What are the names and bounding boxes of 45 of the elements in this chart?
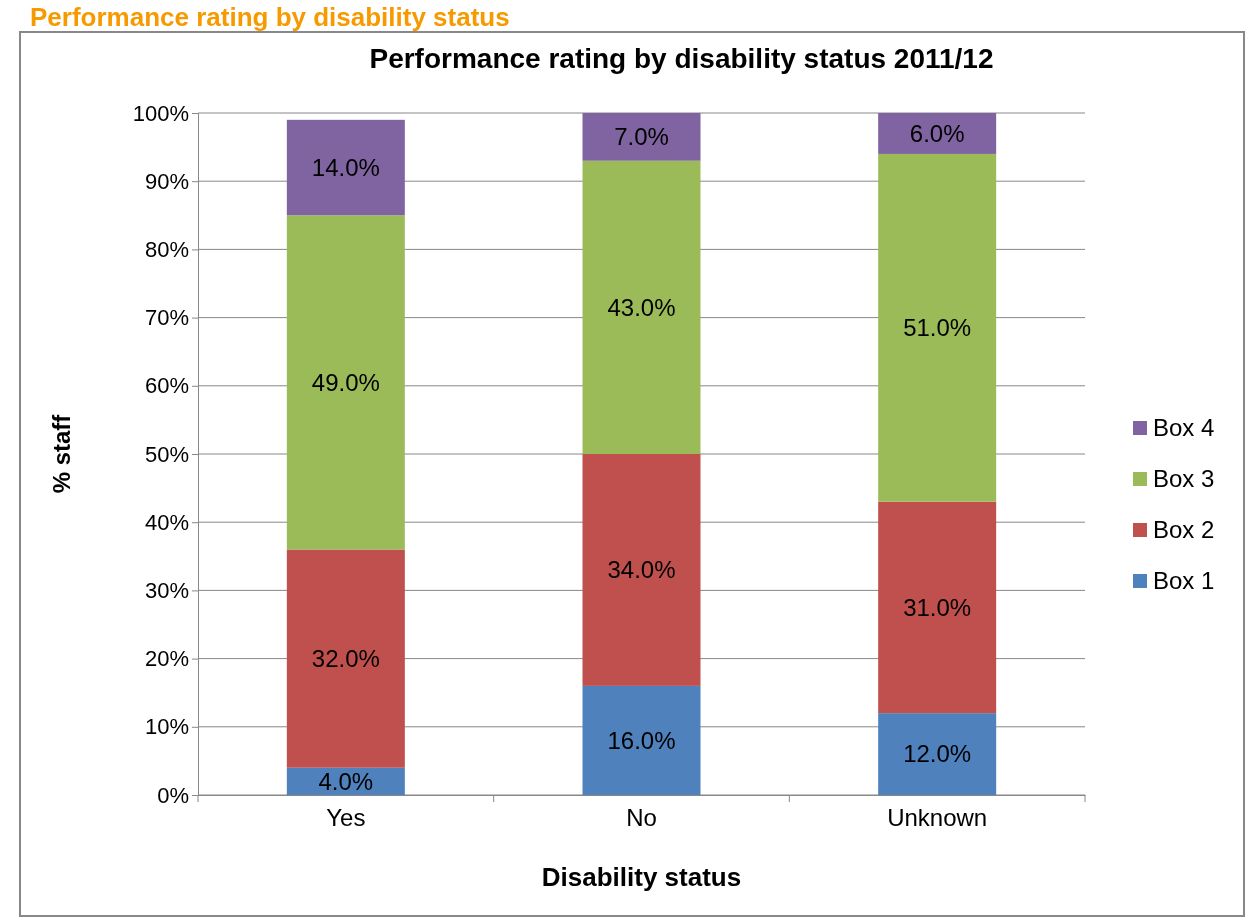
bar: [582, 160, 701, 454]
bar: [582, 454, 701, 686]
data-label: 32.0%: [311, 645, 380, 672]
legend-label: Box 4: [1153, 414, 1215, 442]
chart-title: Performance rating by disability status 2011/12: [369, 43, 994, 74]
y-tick-label: 100%: [132, 100, 189, 126]
bar: [582, 113, 701, 161]
y-tick-label: 60%: [144, 373, 189, 399]
y-tick-label: 50%: [144, 441, 189, 467]
data-label: 7.0%: [614, 123, 669, 151]
data-label: 14.0%: [311, 153, 380, 181]
y-axis-title: % staff: [48, 413, 75, 494]
y-tick-label: 10%: [144, 714, 189, 740]
legend-label: Box 1: [1153, 567, 1215, 595]
data-label: 34.0%: [607, 556, 676, 584]
y-tick-label: 90%: [144, 168, 189, 194]
x-tick-label: Yes: [326, 804, 366, 832]
bar: [878, 501, 997, 714]
bar: [286, 215, 405, 550]
data-label: 12.0%: [903, 740, 972, 768]
x-tick-label: Unknown: [887, 804, 988, 832]
y-tick-label: 30%: [144, 577, 189, 603]
legend-label: Box 2: [1153, 516, 1215, 544]
x-tick-label: No: [626, 804, 657, 832]
data-label: 43.0%: [607, 293, 676, 321]
data-label: 31.0%: [903, 593, 972, 621]
bar: [286, 549, 405, 768]
data-label: 4.0%: [318, 767, 374, 795]
bar: [582, 685, 701, 795]
bar: [286, 119, 405, 216]
data-label: 16.0%: [607, 726, 676, 754]
data-label: 49.0%: [311, 368, 380, 396]
y-tick-label: 20%: [144, 646, 189, 672]
y-tick-label: 70%: [144, 305, 189, 331]
y-tick-label: 80%: [144, 236, 189, 262]
legend-label: Box 3: [1153, 465, 1215, 493]
data-label: 6.0%: [909, 119, 965, 147]
x-axis-title: Disability status: [541, 862, 742, 892]
bar: [878, 713, 997, 795]
y-tick-label: 40%: [144, 509, 189, 535]
bar: [878, 113, 997, 154]
bar: [878, 153, 997, 502]
chart-subtitle: Performance rating by disability status: [30, 2, 510, 32]
data-label: 51.0%: [903, 314, 972, 342]
y-tick-label: 0%: [157, 782, 189, 808]
